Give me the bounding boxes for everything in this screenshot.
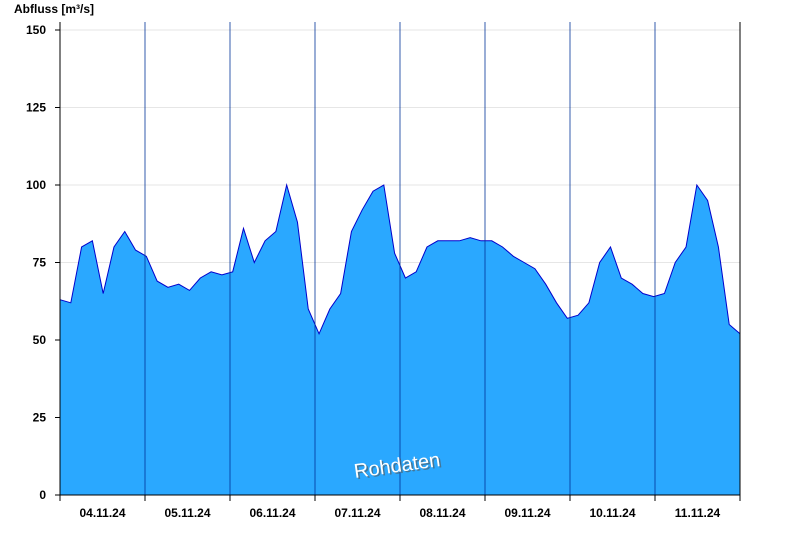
y-tick-label: 100 — [26, 178, 46, 192]
x-tick-label: 05.11.24 — [164, 506, 210, 520]
x-tick-label: 08.11.24 — [419, 506, 465, 520]
y-tick-label: 75 — [33, 256, 47, 270]
y-tick-label: 0 — [39, 488, 46, 502]
x-tick-label: 09.11.24 — [504, 506, 550, 520]
x-tick-label: 10.11.24 — [589, 506, 635, 520]
y-tick-label: 125 — [26, 101, 46, 115]
y-tick-label: 50 — [33, 333, 47, 347]
y-tick-label: 150 — [26, 23, 46, 37]
y-axis-label: Abfluss [m³/s] — [14, 2, 94, 16]
x-tick-label: 07.11.24 — [334, 506, 380, 520]
y-tick-label: 25 — [33, 411, 47, 425]
x-tick-label: 04.11.24 — [79, 506, 125, 520]
x-tick-label: 06.11.24 — [249, 506, 295, 520]
x-tick-label: 11.11.24 — [675, 506, 721, 520]
